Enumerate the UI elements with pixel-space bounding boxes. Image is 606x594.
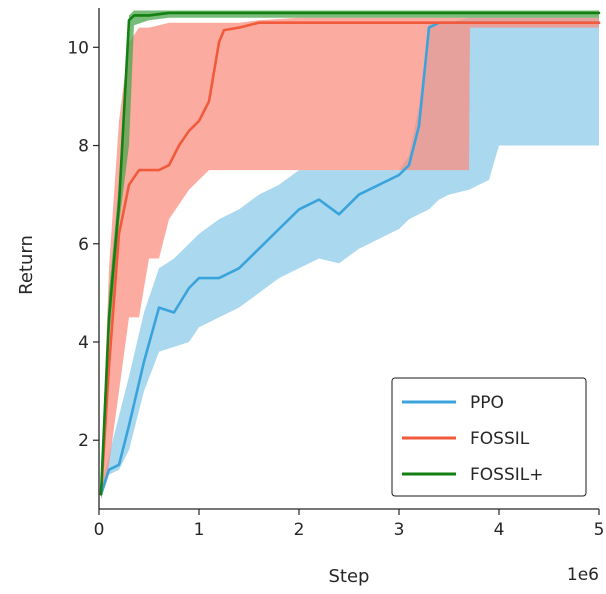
x-tick-label: 1	[194, 520, 205, 540]
legend-box	[391, 377, 587, 497]
x-axis-label: Step	[329, 566, 370, 587]
confidence-bands	[101, 10, 599, 500]
x-tick-label: 2	[294, 520, 305, 540]
legend-label-fossil-plus: FOSSIL+	[470, 465, 543, 485]
x-tick-label: 5	[594, 520, 605, 540]
x-tick-label: 0	[94, 520, 105, 540]
legend-label-ppo: PPO	[470, 393, 504, 413]
y-tick-label: 2	[78, 431, 89, 451]
y-tick-label: 4	[78, 333, 89, 353]
y-axis-label: Return	[16, 235, 37, 295]
x-axis-offset-label: 1e6	[567, 565, 599, 585]
fossil-band	[101, 17, 599, 500]
x-tick-label: 4	[494, 520, 505, 540]
x-tick-label: 3	[394, 520, 405, 540]
y-tick-label: 10	[67, 38, 89, 58]
x-axis-ticks: 0 1 2 3 4 5	[94, 509, 605, 540]
fossil-line	[99, 21, 601, 496]
series-lines	[99, 11, 601, 496]
ppo-band	[101, 17, 599, 500]
legend-label-fossil: FOSSIL	[470, 429, 530, 449]
y-axis-ticks: 2 4 6 8 10	[67, 38, 99, 451]
fossil-plus-line	[99, 11, 601, 496]
y-tick-label: 6	[78, 235, 89, 255]
y-tick-label: 8	[78, 137, 89, 157]
legend: PPO FOSSIL FOSSIL+	[391, 377, 587, 497]
